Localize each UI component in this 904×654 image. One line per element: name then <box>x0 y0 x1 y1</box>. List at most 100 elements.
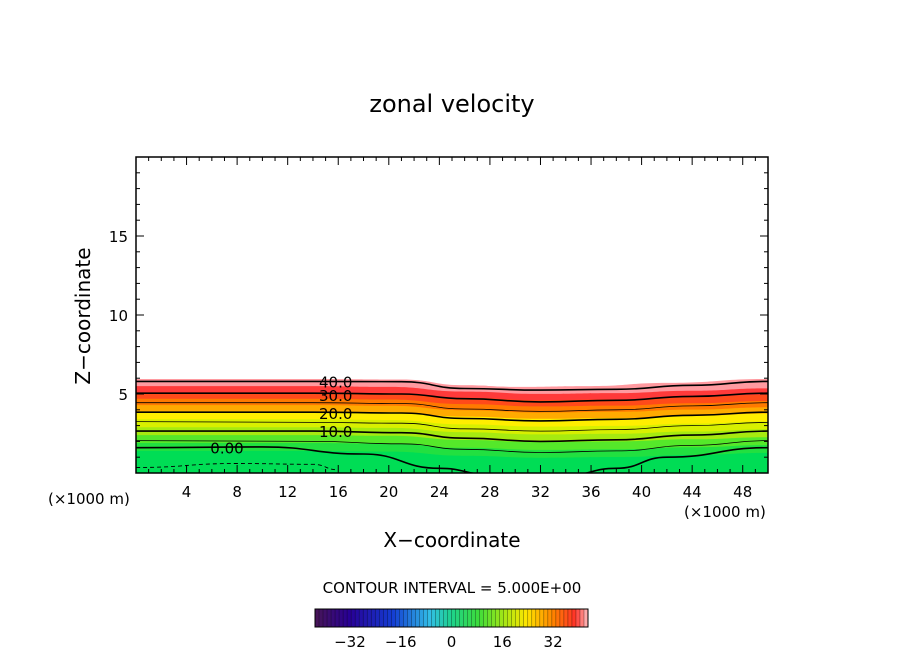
contour-line <box>136 446 768 473</box>
colorbar-swatch <box>539 609 545 627</box>
colorbar <box>314 608 589 628</box>
colorbar-swatch <box>567 609 573 627</box>
colorbar-swatch <box>455 609 460 627</box>
colorbar-swatch <box>399 609 404 627</box>
x-tick-label: 40 <box>632 483 651 501</box>
colorbar-swatch <box>503 609 509 627</box>
colorbar-swatch <box>315 609 320 627</box>
colorbar-swatch <box>331 609 336 627</box>
colorbar-swatch <box>367 609 372 627</box>
x-axis-label: X−coordinate <box>383 528 520 552</box>
colorbar-swatch <box>499 609 504 627</box>
colorbar-swatch <box>411 609 416 627</box>
colorbar-swatch <box>403 609 408 627</box>
colorbar-swatch <box>447 609 452 627</box>
field-band <box>136 450 768 473</box>
colorbar-swatch <box>555 609 561 627</box>
colorbar-swatch <box>395 609 400 627</box>
colorbar-swatch <box>483 609 488 627</box>
colorbar-swatch <box>371 609 376 627</box>
colorbar-swatch <box>347 609 352 627</box>
contour-label: 40.0 <box>319 373 352 391</box>
colorbar-swatch <box>531 609 537 627</box>
colorbar-swatch <box>527 609 533 627</box>
y-tick-label: 5 <box>118 386 128 404</box>
x-tick-label: 36 <box>581 483 600 501</box>
colorbar-swatch <box>519 609 525 627</box>
contour-label: 30.0 <box>319 387 352 405</box>
colorbar-swatch <box>487 609 492 627</box>
contour-line <box>136 421 768 432</box>
colorbar-swatch <box>443 609 448 627</box>
colorbar-swatch <box>387 609 392 627</box>
colorbar-swatch <box>435 609 440 627</box>
colorbar-swatch <box>355 609 360 627</box>
contour-line <box>136 411 768 422</box>
x-tick-label: 12 <box>278 483 297 501</box>
colorbar-swatch <box>459 609 464 627</box>
colorbar-swatch <box>431 609 436 627</box>
y-axis-label: Z−coordinate <box>71 247 95 384</box>
x-unit-left: (×1000 m) <box>48 490 130 508</box>
x-tick-label: 20 <box>379 483 398 501</box>
contour-line <box>136 463 339 471</box>
x-tick-label: 8 <box>232 483 242 501</box>
y-tick-label: 10 <box>109 307 128 325</box>
colorbar-swatch <box>343 609 348 627</box>
colorbar-swatch <box>415 609 420 627</box>
colorbar-swatch <box>451 609 456 627</box>
colorbar-tick-label: 32 <box>544 633 563 651</box>
contour-line <box>136 392 768 403</box>
colorbar-swatch <box>471 609 476 627</box>
colorbar-tick-label: −32 <box>334 633 366 651</box>
colorbar-tick-label: −16 <box>385 633 417 651</box>
colorbar-swatch <box>511 609 517 627</box>
x-tick-label: 44 <box>683 483 702 501</box>
x-tick-label: 32 <box>531 483 550 501</box>
colorbar-swatch <box>427 609 432 627</box>
x-unit-right: (×1000 m) <box>684 503 766 521</box>
contour-label: 0.00 <box>210 440 243 458</box>
colorbar-swatch <box>419 609 424 627</box>
colorbar-swatch <box>559 609 565 627</box>
colorbar-swatch <box>383 609 388 627</box>
colorbar-swatch <box>327 609 332 627</box>
contour-line <box>136 430 768 443</box>
colorbar-swatch <box>323 609 328 627</box>
colorbar-swatch <box>571 609 577 627</box>
contour-label: 10.0 <box>319 423 352 441</box>
colorbar-swatch <box>515 609 521 627</box>
colorbar-swatch <box>351 609 356 627</box>
colorbar-swatch <box>319 609 324 627</box>
colorbar-frame <box>314 608 589 628</box>
contour-label: 20.0 <box>319 405 352 423</box>
colorbar-swatch <box>339 609 344 627</box>
x-tick-label: 48 <box>733 483 752 501</box>
colorbar-swatch <box>463 609 468 627</box>
colorbar-swatch <box>523 609 529 627</box>
colorbar-tick-label: 16 <box>493 633 512 651</box>
colorbar-swatch <box>563 609 569 627</box>
colorbar-swatch <box>575 609 581 627</box>
contour-interval-label: CONTOUR INTERVAL = 5.000E+00 <box>323 579 582 597</box>
colorbar-swatch <box>407 609 412 627</box>
contour-line <box>136 380 768 391</box>
colorbar-swatch <box>551 609 557 627</box>
x-tick-label: 16 <box>329 483 348 501</box>
chart-title: zonal velocity <box>369 90 534 118</box>
colorbar-swatch <box>535 609 541 627</box>
contour-line <box>136 402 768 412</box>
colorbar-swatch <box>467 609 472 627</box>
x-tick-label: 24 <box>430 483 449 501</box>
contour-field <box>136 379 768 473</box>
colorbar-swatch <box>495 609 500 627</box>
colorbar-swatch <box>379 609 384 627</box>
colorbar-swatch <box>547 609 553 627</box>
colorbar-swatch <box>507 609 513 627</box>
contour-line <box>136 440 768 453</box>
x-tick-label: 4 <box>182 483 192 501</box>
colorbar-tick-label: 0 <box>447 633 457 651</box>
colorbar-swatch <box>391 609 396 627</box>
